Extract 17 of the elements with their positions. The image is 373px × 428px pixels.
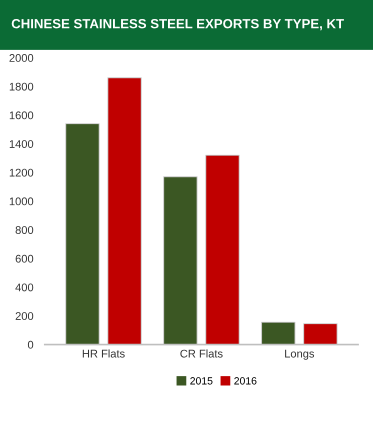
x-tick-label: HR Flats bbox=[82, 349, 125, 358]
legend-label: 2016 bbox=[234, 377, 256, 385]
y-tick-label: 1800 bbox=[10, 82, 34, 91]
y-tick-label: 1600 bbox=[10, 111, 34, 120]
y-tick-label: 600 bbox=[16, 254, 34, 263]
y-tick-label: 200 bbox=[16, 312, 34, 320]
y-tick-label: 1400 bbox=[10, 140, 34, 148]
chart-title: CHINESE STAINLESS STEEL EXPORTS BY TYPE, KT bbox=[12, 19, 344, 30]
y-tick-label: 400 bbox=[15, 283, 34, 292]
y-tick-label: 800 bbox=[16, 226, 34, 234]
x-tick-label: Longs bbox=[285, 350, 314, 360]
y-tick-label: 1000 bbox=[10, 197, 34, 206]
x-tick-label: CR Flats bbox=[180, 349, 223, 358]
y-tick-label: 0 bbox=[28, 340, 34, 349]
y-tick-label: 2000 bbox=[9, 54, 34, 62]
y-tick-label: 1200 bbox=[10, 168, 34, 177]
legend-label: 2015 bbox=[190, 377, 212, 385]
